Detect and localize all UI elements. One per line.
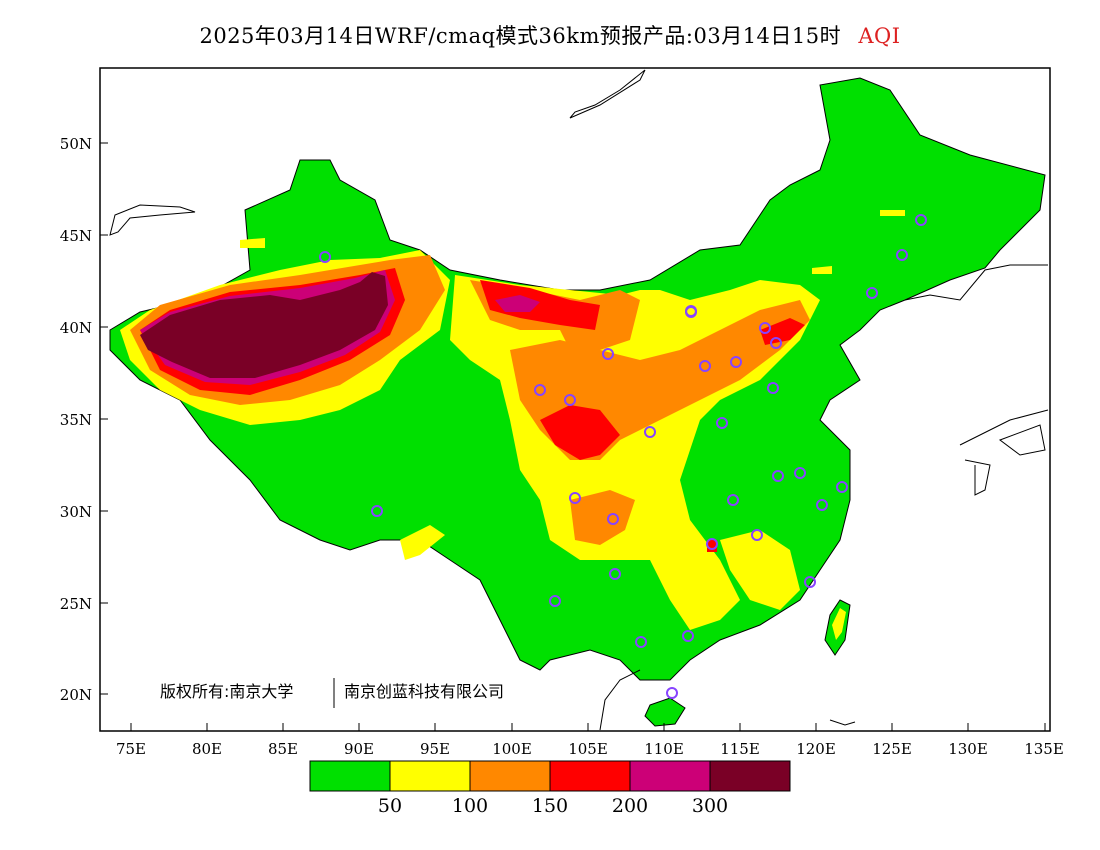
aqi-maroon: [140, 272, 388, 378]
lon-label: 135E: [1024, 740, 1064, 758]
legend-label: 200: [612, 795, 648, 817]
lon-label: 115E: [720, 740, 760, 758]
lon-label: 100E: [492, 740, 532, 758]
lat-label: 45N: [60, 227, 92, 245]
lat-label: 30N: [60, 503, 92, 521]
station-marker: [609, 568, 621, 580]
map-frame: [99, 67, 1051, 732]
station-marker: [716, 417, 728, 429]
station-marker: [682, 630, 694, 642]
station-markers: [319, 214, 927, 699]
legend: 50 100 150 200 300: [309, 760, 791, 817]
station-marker: [836, 481, 848, 493]
lon-label: 105E: [568, 740, 608, 758]
map-area: [109, 69, 1049, 731]
lon-label: 85E: [268, 740, 298, 758]
tick-marks: [100, 142, 1046, 731]
station-marker: [699, 360, 711, 372]
station-marker: [915, 214, 927, 226]
lon-label: 95E: [420, 740, 450, 758]
station-marker: [772, 470, 784, 482]
lat-label: 50N: [60, 135, 92, 153]
station-marker: [816, 499, 828, 511]
station-marker: [607, 513, 619, 525]
legend-label: 300: [692, 795, 728, 817]
legend-swatch: [549, 760, 631, 792]
title-variable: AQI: [858, 24, 901, 48]
copyright-left: 版权所有:南京大学: [160, 682, 293, 701]
station-marker: [794, 467, 806, 479]
lon-label: 110E: [644, 740, 684, 758]
station-marker: [804, 576, 816, 588]
station-marker: [644, 426, 656, 438]
legend-label: 50: [378, 795, 402, 817]
station-marker: [685, 305, 697, 317]
hainan: [644, 697, 686, 727]
station-marker: [666, 687, 678, 699]
station-marker: [564, 394, 576, 406]
station-marker: [751, 529, 763, 541]
lon-label: 120E: [796, 740, 836, 758]
lat-label: 40N: [60, 319, 92, 337]
station-marker: [319, 251, 331, 263]
legend-swatch: [309, 760, 391, 792]
station-marker: [730, 356, 742, 368]
copyright: 版权所有:南京大学 南京创蓝科技有限公司: [160, 678, 504, 708]
lon-label: 125E: [872, 740, 912, 758]
copyright-right: 南京创蓝科技有限公司: [344, 682, 504, 701]
station-marker: [602, 348, 614, 360]
title-main: 2025年03月14日WRF/cmaq模式36km预报产品:03月14日15时: [199, 24, 842, 48]
legend-swatch: [389, 760, 471, 792]
legend-swatch: [629, 760, 711, 792]
station-marker: [534, 384, 546, 396]
station-marker: [759, 322, 771, 334]
station-marker: [569, 492, 581, 504]
lon-label: 80E: [192, 740, 222, 758]
station-marker: [635, 636, 647, 648]
lon-labels: 75E 80E 85E 90E 95E 100E 105E 110E 115E …: [116, 740, 1064, 758]
station-marker: [549, 595, 561, 607]
station-marker: [727, 494, 739, 506]
lon-label: 75E: [116, 740, 146, 758]
station-marker: [371, 505, 383, 517]
legend-swatch: [469, 760, 551, 792]
legend-label: 100: [452, 795, 488, 817]
map-title: 2025年03月14日WRF/cmaq模式36km预报产品:03月14日15时 …: [0, 20, 1100, 50]
station-marker: [767, 382, 779, 394]
station-marker: [706, 538, 718, 550]
lon-label: 90E: [344, 740, 374, 758]
station-marker: [866, 287, 878, 299]
legend-swatch: [709, 760, 791, 792]
station-marker: [770, 337, 782, 349]
legend-label: 150: [532, 795, 568, 817]
lat-labels: 50N 45N 40N 35N 30N 25N 20N: [60, 135, 92, 704]
lat-label: 25N: [60, 595, 92, 613]
lon-label: 130E: [948, 740, 988, 758]
station-marker: [896, 249, 908, 261]
lat-label: 35N: [60, 411, 92, 429]
lat-label: 20N: [60, 686, 92, 704]
coastlines: [109, 69, 1049, 731]
